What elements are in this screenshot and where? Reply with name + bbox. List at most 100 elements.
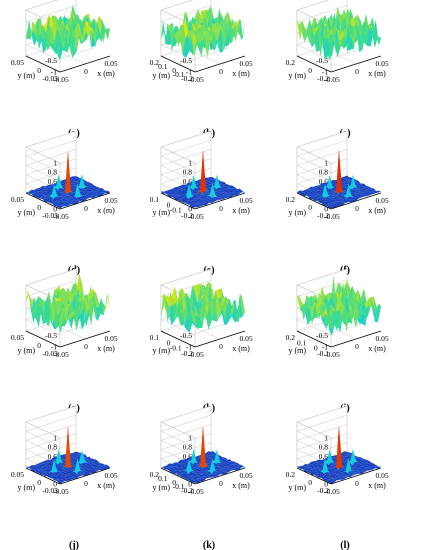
surface-facet xyxy=(37,471,42,474)
surface-facet xyxy=(218,467,224,470)
surface-facet xyxy=(188,201,193,205)
z-gridline xyxy=(296,319,332,336)
surface-facet xyxy=(343,282,349,315)
surface-facet xyxy=(56,480,61,483)
surface-facet xyxy=(43,196,49,199)
surface-facet xyxy=(167,305,173,323)
surface-facet xyxy=(318,469,324,472)
surface-facet xyxy=(366,23,372,34)
surface-facet xyxy=(92,185,97,188)
surface-facet xyxy=(365,190,370,193)
surface-facet xyxy=(38,469,43,472)
surface-facet xyxy=(95,188,100,191)
surface-facet xyxy=(342,197,348,200)
surface-facet xyxy=(61,464,67,468)
surface-facet xyxy=(194,464,200,466)
surface-facet xyxy=(74,458,80,474)
x-tick-label: -0.05 xyxy=(53,212,69,221)
surface-facet xyxy=(301,466,307,468)
surface-facet xyxy=(44,461,50,463)
surface-facet xyxy=(196,38,202,58)
z-tick-label: 0.6 xyxy=(48,452,58,461)
surface-facet xyxy=(46,462,52,465)
surface-facet xyxy=(327,475,332,478)
x-axis-line xyxy=(194,192,246,210)
surface-facet xyxy=(60,183,65,186)
surface-facet xyxy=(310,468,315,470)
surface-facet xyxy=(301,190,307,193)
surface-facet xyxy=(33,469,39,472)
surface-facet xyxy=(91,191,96,193)
y-tick-label: 0 xyxy=(37,478,41,487)
surface-facet xyxy=(66,473,71,476)
surface-facet xyxy=(198,9,204,23)
surface-facet xyxy=(312,194,317,197)
surface-facet xyxy=(333,476,339,479)
z-gridline xyxy=(296,430,332,448)
surface-facet xyxy=(329,449,335,464)
surface-facet xyxy=(69,187,75,190)
surface-facet xyxy=(308,32,314,48)
surface-facet xyxy=(226,470,232,473)
surface-facet xyxy=(182,465,188,467)
surface-facet xyxy=(228,461,233,465)
surface-facet xyxy=(355,456,361,458)
surface-facet xyxy=(77,458,83,472)
surface-facet xyxy=(223,463,229,464)
surface-facet xyxy=(51,459,56,473)
surface-facet xyxy=(217,27,224,53)
surface-facet xyxy=(94,194,99,197)
surface-facet xyxy=(311,463,317,467)
surface-facet xyxy=(227,464,232,467)
surface-facet xyxy=(229,190,234,193)
surface-facet xyxy=(81,468,86,471)
surface-facet xyxy=(186,200,192,203)
surface-facet xyxy=(353,191,358,194)
surface-facet xyxy=(73,459,79,463)
surface-facet xyxy=(198,10,204,26)
y-tick-label: 0.2 xyxy=(286,333,296,342)
surface-facet xyxy=(219,460,225,463)
surface-facet xyxy=(326,175,332,189)
surface-facet xyxy=(311,196,316,199)
surface-facet xyxy=(332,470,338,472)
surface-facet xyxy=(50,304,56,323)
surface-facet xyxy=(175,195,180,198)
surface-facet xyxy=(57,472,63,474)
surface-facet xyxy=(340,191,346,194)
surface-facet xyxy=(340,477,345,480)
surface-facet xyxy=(342,184,348,186)
surface-facet xyxy=(176,468,181,471)
surface-facet xyxy=(59,479,64,482)
surface-facet xyxy=(33,189,39,193)
surface-facet xyxy=(56,465,62,467)
surface-facet xyxy=(180,459,186,462)
surface-facet xyxy=(196,469,202,472)
surface-facet xyxy=(336,425,341,470)
surface-facet xyxy=(357,466,363,469)
surface-facet xyxy=(365,465,370,468)
surface-facet xyxy=(228,467,233,469)
surface-facet xyxy=(366,193,371,196)
z-gridline xyxy=(25,440,61,457)
surface-facet xyxy=(35,191,40,193)
surface-facet xyxy=(207,457,213,459)
surface-facet xyxy=(351,469,356,472)
surface-facet xyxy=(336,201,342,203)
surface-facet xyxy=(315,25,321,47)
surface-facet xyxy=(40,188,46,193)
surface-facet xyxy=(301,24,307,42)
surface-facet xyxy=(69,468,74,471)
surface-facet xyxy=(178,468,184,471)
surface-facet xyxy=(207,476,212,479)
z-tick-label: 1 xyxy=(53,159,57,168)
surface-facet xyxy=(48,196,54,200)
surface-facet xyxy=(342,459,348,462)
surface-facet xyxy=(201,304,207,319)
surface-facet xyxy=(196,315,202,329)
surface-facet xyxy=(357,461,363,464)
surface-facet xyxy=(340,457,346,460)
surface-facet xyxy=(204,466,210,470)
surface-facet xyxy=(207,178,212,180)
